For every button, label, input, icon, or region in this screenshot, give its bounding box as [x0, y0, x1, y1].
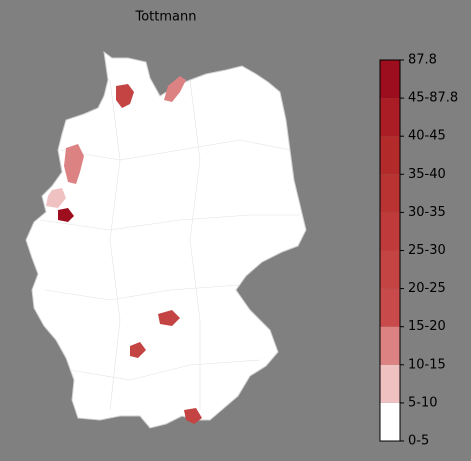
- colorbar-label: 87.8: [408, 53, 437, 68]
- district: [158, 310, 180, 326]
- colorbar-band: [380, 174, 400, 213]
- colorbar-label: 10-15: [408, 357, 446, 372]
- colorbar-band: [380, 326, 400, 365]
- colorbar-band: [380, 212, 400, 251]
- district: [130, 342, 146, 358]
- district: [58, 208, 74, 222]
- district: [164, 76, 186, 102]
- colorbar-label: 20-25: [408, 281, 446, 296]
- district-lines: [39, 79, 300, 411]
- district: [116, 84, 134, 108]
- colorbar-band: [380, 98, 400, 137]
- colorbar-label: 45-87.8: [408, 91, 458, 106]
- highlighted-districts: [46, 76, 202, 424]
- country-outline: [25, 50, 307, 429]
- district: [184, 408, 202, 424]
- district: [46, 188, 66, 208]
- colorbar: 0-5 5-10 10-15 15-20 20-25 25-30 30-35 35-40 40-…: [379, 53, 458, 449]
- colorbar-band: [380, 402, 400, 441]
- colorbar-label: 0-5: [408, 434, 429, 449]
- colorbar-band: [380, 136, 400, 175]
- map-title: Tottmann: [135, 10, 197, 25]
- colorbar-band: [380, 288, 400, 327]
- colorbar-band: [380, 250, 400, 289]
- colorbar-label: 35-40: [408, 167, 446, 182]
- colorbar-label: 40-45: [408, 129, 446, 144]
- district: [64, 144, 84, 184]
- colorbar-band: [380, 60, 400, 99]
- colorbar-label: 30-35: [408, 205, 446, 220]
- colorbar-label: 15-20: [408, 319, 446, 334]
- colorbar-label: 5-10: [408, 395, 438, 410]
- colorbar-label: 25-30: [408, 243, 446, 258]
- colorbar-band: [380, 364, 400, 403]
